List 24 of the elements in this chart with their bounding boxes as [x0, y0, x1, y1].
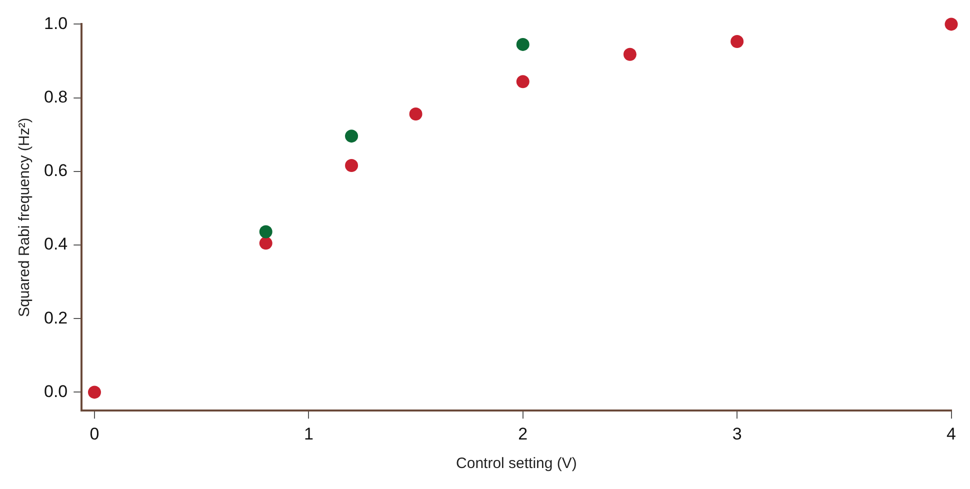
point — [88, 386, 101, 399]
y-tick-label: 0.6 — [44, 161, 68, 180]
y-axis-title: Squared Rabi frequency (Hz²) — [16, 118, 34, 318]
x-axis-title: Control setting (V) — [456, 455, 577, 472]
y-tick-label: 0.2 — [44, 308, 68, 328]
point — [516, 75, 530, 88]
x-tick-label: 1 — [304, 424, 314, 444]
y-tick-label: 0.8 — [44, 87, 68, 106]
x-tick-label: 3 — [732, 424, 742, 444]
point — [944, 18, 958, 31]
point — [259, 225, 272, 238]
point — [345, 159, 358, 172]
point — [730, 34, 744, 48]
y-tick-label: 0.4 — [44, 234, 68, 254]
point — [516, 38, 530, 51]
point — [345, 130, 358, 143]
point — [409, 107, 422, 120]
point — [259, 236, 272, 250]
y-tick-label: 0.0 — [44, 382, 68, 401]
point — [623, 48, 636, 61]
y-tick-label: 1.0 — [44, 14, 68, 33]
x-tick-label: 0 — [90, 424, 100, 444]
x-tick-label: 2 — [518, 424, 528, 444]
x-tick-label: 4 — [946, 424, 956, 444]
